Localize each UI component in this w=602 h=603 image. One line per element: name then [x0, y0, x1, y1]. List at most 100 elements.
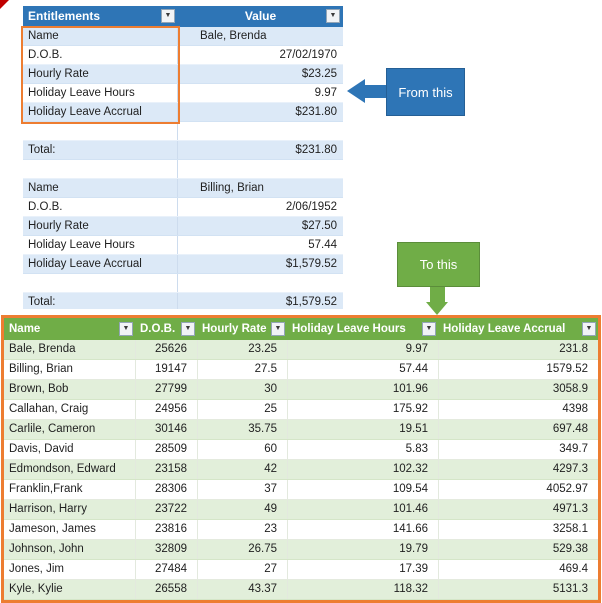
value-cell[interactable]: 4971.3 [438, 500, 598, 519]
value-cell[interactable]: 349.7 [438, 440, 598, 459]
value-cell[interactable]: 4398 [438, 400, 598, 419]
value-cell[interactable]: 23 [197, 520, 287, 539]
value-cell[interactable]: 23.25 [197, 340, 287, 359]
filter-dropdown-icon[interactable]: ▼ [271, 322, 285, 336]
value-cell[interactable]: 101.96 [287, 380, 438, 399]
entitlement-label-cell[interactable]: D.O.B. [23, 198, 178, 216]
name-cell[interactable]: Brown, Bob [9, 383, 69, 395]
entitlement-label-cell[interactable]: Holiday Leave Hours [23, 236, 178, 254]
entitlement-label-cell[interactable]: Holiday Leave Hours [23, 84, 178, 102]
entitlement-label-cell[interactable]: Total: [23, 293, 178, 309]
value-cell[interactable]: 27 [197, 560, 287, 579]
entitlement-value-cell[interactable]: 2/06/1952 [285, 201, 337, 213]
value-cell[interactable]: 1579.52 [438, 360, 598, 379]
value-cell[interactable]: 25626 [135, 340, 197, 359]
value-cell[interactable]: 32809 [135, 540, 197, 559]
entitlement-label-cell[interactable]: Name [23, 179, 178, 197]
value-cell[interactable]: 49 [197, 500, 287, 519]
value-cell[interactable]: 23722 [135, 500, 197, 519]
filter-dropdown-icon[interactable]: ▼ [582, 322, 596, 336]
name-cell[interactable]: Bale, Brenda [9, 343, 76, 355]
entitlement-label-cell[interactable] [23, 160, 178, 178]
value-cell[interactable]: 43.37 [197, 580, 287, 599]
value-cell[interactable]: 26.75 [197, 540, 287, 559]
value-cell[interactable]: 27484 [135, 560, 197, 579]
name-cell[interactable]: Kyle, Kylie [9, 583, 63, 595]
value-cell[interactable]: 118.32 [287, 580, 438, 599]
value-cell[interactable]: 529.38 [438, 540, 598, 559]
entitlement-value-cell[interactable]: $231.80 [295, 106, 337, 118]
entitlement-value-cell[interactable]: $27.50 [301, 220, 337, 232]
value-cell[interactable]: 28509 [135, 440, 197, 459]
filter-dropdown-icon[interactable]: ▼ [422, 322, 436, 336]
value-cell[interactable]: 3258.1 [438, 520, 598, 539]
entitlement-label-cell[interactable]: Holiday Leave Accrual [23, 103, 178, 121]
entitlement-label-cell[interactable] [23, 274, 178, 292]
value-cell[interactable]: 469.4 [438, 560, 598, 579]
value-cell[interactable]: 9.97 [287, 340, 438, 359]
name-cell[interactable]: Jones, Jim [9, 563, 64, 575]
filter-dropdown-icon[interactable]: ▼ [119, 322, 133, 336]
value-cell[interactable]: 4052.97 [438, 480, 598, 499]
value-cell[interactable]: 23816 [135, 520, 197, 539]
name-cell[interactable]: Johnson, John [9, 543, 84, 555]
filter-dropdown-icon[interactable]: ▼ [161, 9, 175, 23]
value-cell[interactable]: 37 [197, 480, 287, 499]
entitlement-label-cell[interactable] [23, 122, 178, 140]
entitlement-value-cell[interactable]: 57.44 [308, 239, 337, 251]
entitlement-label-cell[interactable]: Hourly Rate [23, 217, 178, 235]
value-cell[interactable]: 28306 [135, 480, 197, 499]
entitlement-value-cell[interactable]: $1,579.52 [285, 258, 337, 270]
entitlement-value-cell[interactable]: Bale, Brenda [200, 30, 267, 42]
value-cell[interactable]: 57.44 [287, 360, 438, 379]
value-cell[interactable]: 25 [197, 400, 287, 419]
value-cell[interactable]: 102.32 [287, 460, 438, 479]
value-cell[interactable]: 27799 [135, 380, 197, 399]
value-cell[interactable]: 30 [197, 380, 287, 399]
value-cell[interactable]: 697.48 [438, 420, 598, 439]
name-cell[interactable]: Davis, David [9, 443, 74, 455]
value-cell[interactable]: 30146 [135, 420, 197, 439]
value-cell[interactable]: 141.66 [287, 520, 438, 539]
entitlement-label-cell[interactable]: Total: [23, 141, 178, 159]
value-cell[interactable]: 19.51 [287, 420, 438, 439]
name-cell[interactable]: Carlile, Cameron [9, 423, 96, 435]
value-cell[interactable]: 60 [197, 440, 287, 459]
entitlement-value-cell[interactable] [178, 160, 343, 178]
value-cell[interactable]: 26558 [135, 580, 197, 599]
entitlement-value-cell[interactable]: $1,579.52 [285, 296, 337, 308]
entitlement-value-cell[interactable]: 27/02/1970 [279, 49, 337, 61]
value-cell[interactable]: 17.39 [287, 560, 438, 579]
value-cell[interactable]: 19147 [135, 360, 197, 379]
value-cell[interactable]: 24956 [135, 400, 197, 419]
filter-dropdown-icon[interactable]: ▼ [326, 9, 340, 23]
value-cell[interactable]: 27.5 [197, 360, 287, 379]
entitlement-value-cell[interactable] [178, 122, 343, 140]
entitlement-value-cell[interactable]: 9.97 [314, 87, 337, 99]
value-cell[interactable]: 101.46 [287, 500, 438, 519]
name-cell[interactable]: Franklin,Frank [9, 483, 83, 495]
name-cell[interactable]: Edmondson, Edward [9, 463, 116, 475]
entitlement-label-cell[interactable]: D.O.B. [23, 46, 178, 64]
value-cell[interactable]: 35.75 [197, 420, 287, 439]
entitlement-label-cell[interactable]: Hourly Rate [23, 65, 178, 83]
value-cell[interactable]: 19.79 [287, 540, 438, 559]
value-cell[interactable]: 5131.3 [438, 580, 598, 599]
entitlement-label-cell[interactable]: Name [23, 27, 178, 45]
filter-dropdown-icon[interactable]: ▼ [181, 322, 195, 336]
entitlement-value-cell[interactable]: $231.80 [295, 144, 337, 156]
value-cell[interactable]: 231.8 [438, 340, 598, 359]
name-cell[interactable]: Harrison, Harry [9, 503, 87, 515]
value-cell[interactable]: 5.83 [287, 440, 438, 459]
entitlement-value-cell[interactable]: Billing, Brian [200, 182, 264, 194]
value-cell[interactable]: 42 [197, 460, 287, 479]
entitlement-label-cell[interactable]: Holiday Leave Accrual [23, 255, 178, 273]
name-cell[interactable]: Callahan, Craig [9, 403, 89, 415]
value-cell[interactable]: 23158 [135, 460, 197, 479]
value-cell[interactable]: 175.92 [287, 400, 438, 419]
name-cell[interactable]: Billing, Brian [9, 363, 73, 375]
name-cell[interactable]: Jameson, James [9, 523, 96, 535]
value-cell[interactable]: 3058.9 [438, 380, 598, 399]
value-cell[interactable]: 109.54 [287, 480, 438, 499]
entitlement-value-cell[interactable]: $23.25 [301, 68, 337, 80]
